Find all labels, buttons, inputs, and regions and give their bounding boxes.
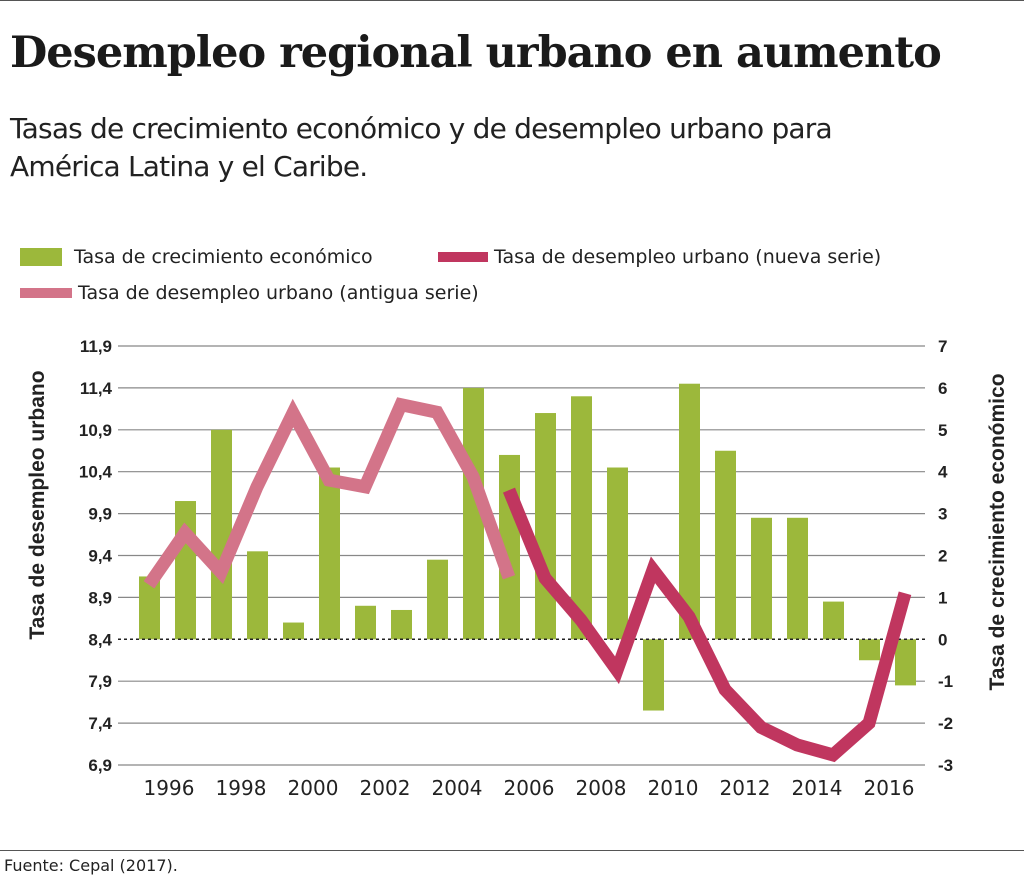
right-tick-label: 1 [938,588,947,607]
bar-1995 [139,576,160,640]
bar-2012 [751,517,772,640]
bar-2007 [571,396,592,640]
right-tick-label: 2 [938,547,947,566]
right-tick-label: 6 [938,379,947,398]
right-axis-title: Tasa de crecimiento económico [986,373,1009,690]
source-note: Fuente: Cepal (2017). [4,856,178,875]
bottom-rule [0,850,1024,851]
chart-subtitle: Tasas de crecimiento económico y de dese… [10,112,833,183]
legend-label: Tasa de crecimiento económico [74,246,373,268]
legend-label: Tasa de desempleo urbano (nueva serie) [494,246,882,268]
bar-1998 [247,551,268,640]
left-tick-label: 8,4 [88,630,112,649]
x-tick-label: 2016 [864,776,915,800]
x-tick-label: 2014 [792,776,843,800]
x-tick-label: 2008 [576,776,627,800]
left-tick-label: 7,4 [88,714,112,733]
x-tick-label: 2004 [432,776,483,800]
legend-item-old-series: Tasa de desempleo urbano (antigua serie) [20,282,479,304]
bar-2001 [355,605,376,640]
bar-2000 [319,467,340,640]
bar-2015 [859,639,880,661]
right-tick-label: 3 [938,505,947,524]
bar-2006 [535,413,556,640]
x-tick-label: 2006 [504,776,555,800]
right-tick-label: -1 [938,672,953,691]
legend-swatch-old-series [20,288,72,298]
x-tick-label: 1996 [144,776,195,800]
x-tick-label: 2000 [288,776,339,800]
left-tick-label: 7,9 [88,672,112,691]
bar-2004 [463,387,484,640]
left-tick-label: 11,4 [80,379,113,398]
bar-2011 [715,450,736,640]
x-tick-label: 2010 [648,776,699,800]
bar-1996 [175,501,196,640]
left-tick-label: 8,9 [88,588,112,607]
left-tick-label: 9,9 [88,505,112,524]
legend-swatch-growth [20,248,62,266]
top-rule [0,0,1024,1]
chart-title: Desempleo regional urbano en aumento [10,28,942,78]
right-tick-label: 7 [938,337,947,356]
bar-1999 [283,622,304,640]
bar-2002 [391,609,412,640]
right-tick-label: 4 [938,463,948,482]
left-tick-label: 11,9 [80,337,112,356]
legend-swatch-new-series [438,252,488,262]
bar-2016 [895,639,916,686]
bar-2014 [823,601,844,640]
x-tick-label: 1998 [216,776,267,800]
right-tick-label: 5 [938,421,947,440]
bar-2003 [427,559,448,640]
x-tick-label: 2012 [720,776,771,800]
left-tick-label: 6,9 [88,756,112,775]
bar-2009 [643,639,664,711]
bar-2008 [607,467,628,640]
left-tick-label: 9,4 [88,547,112,566]
legend-label: Tasa de desempleo urbano (antigua serie) [78,282,479,304]
bar-1997 [211,429,232,640]
bar-2013 [787,517,808,640]
legend-item-new-series: Tasa de desempleo urbano (nueva serie) [438,246,881,268]
right-tick-label: -3 [938,756,953,775]
right-tick-label: -2 [938,714,953,733]
x-tick-label: 2002 [360,776,411,800]
left-axis-title: Tasa de desempleo urbano [26,370,49,639]
new-series-line [502,487,912,763]
right-tick-label: 0 [938,630,947,649]
bar-2010 [679,383,700,640]
left-tick-label: 10,9 [79,421,112,440]
left-tick-label: 10,4 [79,463,113,482]
legend-item-growth: Tasa de crecimiento económico [20,246,373,268]
